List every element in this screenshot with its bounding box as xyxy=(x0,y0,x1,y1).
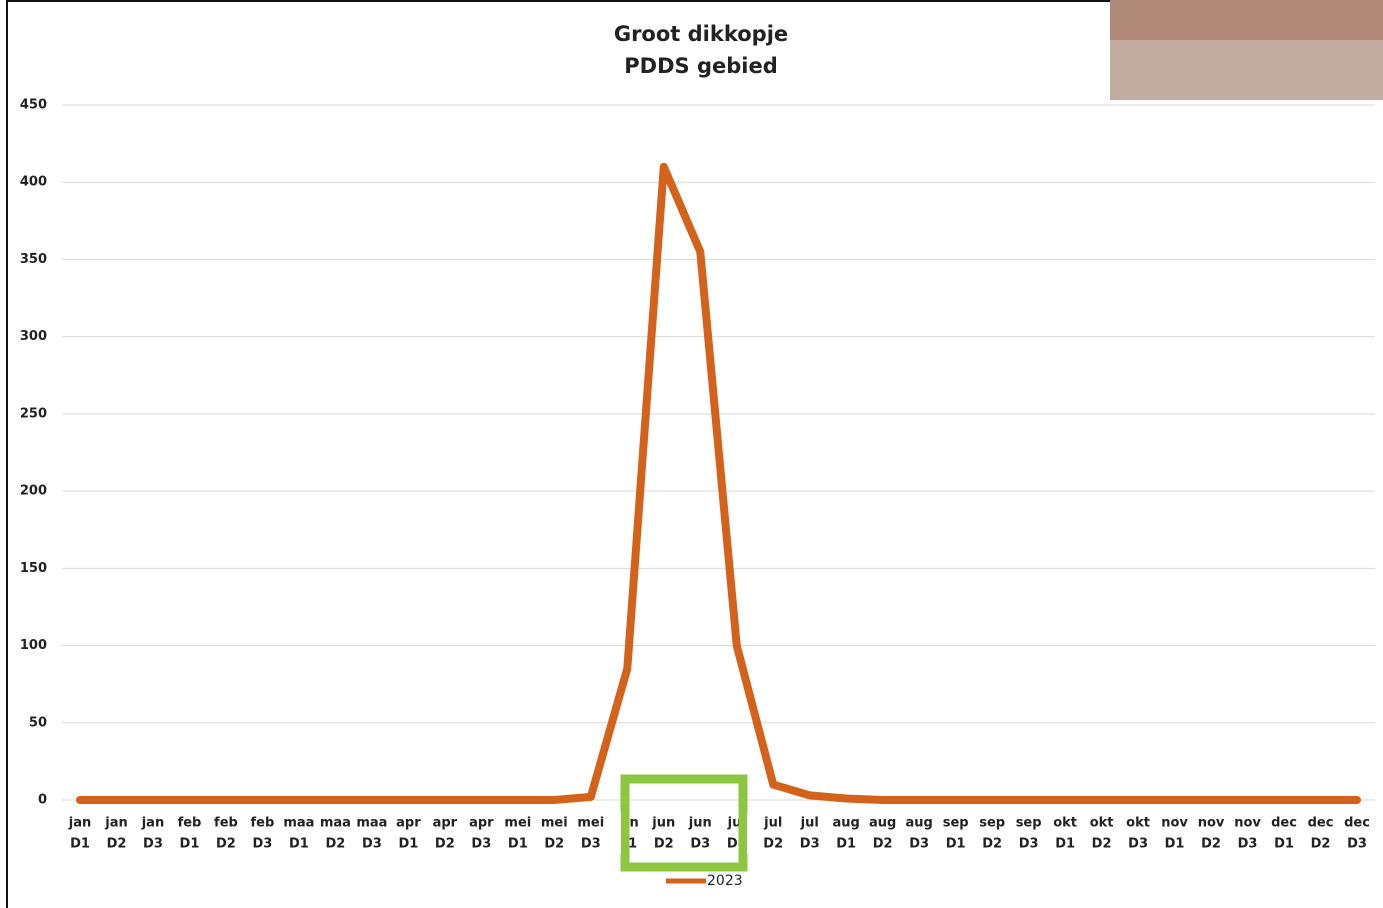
x-tick-label: maa xyxy=(283,816,314,831)
y-tick-label: 350 xyxy=(20,252,47,267)
x-tick-label: D1 xyxy=(398,837,418,852)
x-tick-label: jul xyxy=(763,816,782,831)
x-tick-label: sep xyxy=(943,816,969,831)
x-tick-label: D3 xyxy=(1019,837,1039,852)
x-tick-label: D3 xyxy=(909,837,929,852)
x-tick-label: D2 xyxy=(107,837,127,852)
x-tick-label: jun xyxy=(651,816,675,831)
x-tick-label: maa xyxy=(356,816,387,831)
x-tick-label: sep xyxy=(1016,816,1042,831)
x-tick-label: okt xyxy=(1053,816,1077,831)
x-tick-label: D2 xyxy=(982,837,1002,852)
x-tick-label: D3 xyxy=(1128,837,1148,852)
x-tick-label: D3 xyxy=(1347,837,1367,852)
x-tick-label: D2 xyxy=(544,837,564,852)
x-tick-label: nov xyxy=(1234,816,1261,831)
x-tick-label: D3 xyxy=(800,837,820,852)
chart-subtitle: PDDS gebied xyxy=(624,54,777,78)
x-tick-label: D1 xyxy=(1165,837,1185,852)
x-tick-label: dec xyxy=(1271,816,1297,831)
x-tick-label: maa xyxy=(320,816,351,831)
x-tick-label: apr xyxy=(469,816,494,831)
x-tick-label: D1 xyxy=(180,837,200,852)
x-tick-label: okt xyxy=(1090,816,1114,831)
x-tick-label: D3 xyxy=(690,837,710,852)
x-tick-label: D1 xyxy=(946,837,966,852)
x-tick-label: D1 xyxy=(289,837,309,852)
x-tick-label: D2 xyxy=(1201,837,1221,852)
highlight-box xyxy=(620,774,748,872)
x-tick-label: nov xyxy=(1161,816,1188,831)
x-tick-label: D2 xyxy=(1311,837,1331,852)
x-tick-label: D3 xyxy=(471,837,491,852)
x-tick-label: feb xyxy=(214,816,238,831)
x-tick-label: D3 xyxy=(1238,837,1258,852)
y-tick-label: 200 xyxy=(20,484,47,499)
mask xyxy=(613,812,621,854)
photo-highlight xyxy=(1110,40,1383,100)
x-tick-label: jun xyxy=(688,816,712,831)
x-tick-label: nov xyxy=(1198,816,1225,831)
x-tick-label: sep xyxy=(979,816,1005,831)
y-tick-label: 300 xyxy=(20,329,47,344)
y-tick-label: 150 xyxy=(20,561,47,576)
x-tick-label: D1 xyxy=(1274,837,1294,852)
x-tick-label: feb xyxy=(178,816,202,831)
x-tick-label: D1 xyxy=(1055,837,1075,852)
x-tick-label: D3 xyxy=(253,837,273,852)
x-tick-label: D2 xyxy=(654,837,674,852)
series-line xyxy=(76,162,1361,804)
x-tick-label: jan xyxy=(68,816,91,831)
x-tick-label: mei xyxy=(541,816,568,831)
x-tick-label: dec xyxy=(1308,816,1334,831)
y-tick-label: 400 xyxy=(20,175,47,190)
x-tick-label: aug xyxy=(833,816,860,831)
y-tick-label: 100 xyxy=(20,638,47,653)
x-tick-label: D2 xyxy=(1092,837,1112,852)
x-tick-label: D2 xyxy=(763,837,783,852)
x-tick-label: mei xyxy=(504,816,531,831)
x-tick-label: dec xyxy=(1344,816,1370,831)
x-tick-label: D1 xyxy=(508,837,528,852)
x-tick-label: okt xyxy=(1126,816,1150,831)
mask xyxy=(747,812,755,854)
y-tick-label: 0 xyxy=(38,793,47,808)
x-tick-label: jul xyxy=(800,816,819,831)
x-tick-label: aug xyxy=(869,816,896,831)
x-tick-label: mei xyxy=(577,816,604,831)
frame xyxy=(6,0,1383,908)
x-tick-label: D3 xyxy=(143,837,163,852)
x-tick-label: D2 xyxy=(325,837,345,852)
x-tick-label: apr xyxy=(433,816,458,831)
x-tick-label: jan xyxy=(104,816,127,831)
chart-title: Groot dikkopje xyxy=(614,22,788,46)
x-tick-label: D3 xyxy=(581,837,601,852)
x-tick-label: D2 xyxy=(435,837,455,852)
x-tick-label: D3 xyxy=(362,837,382,852)
x-tick-label: D1 xyxy=(70,837,90,852)
x-tick-label: feb xyxy=(251,816,275,831)
y-tick-label: 450 xyxy=(20,98,47,113)
y-tick-label: 250 xyxy=(20,406,47,421)
y-tick-label: 50 xyxy=(29,715,47,730)
x-tick-label: D1 xyxy=(836,837,856,852)
x-tick-label: apr xyxy=(396,816,421,831)
x-tick-label: D2 xyxy=(216,837,236,852)
x-tick-label: aug xyxy=(905,816,932,831)
legend-label: 2023 xyxy=(707,873,743,889)
x-tick-label: jan xyxy=(141,816,164,831)
x-tick-label: D2 xyxy=(873,837,893,852)
